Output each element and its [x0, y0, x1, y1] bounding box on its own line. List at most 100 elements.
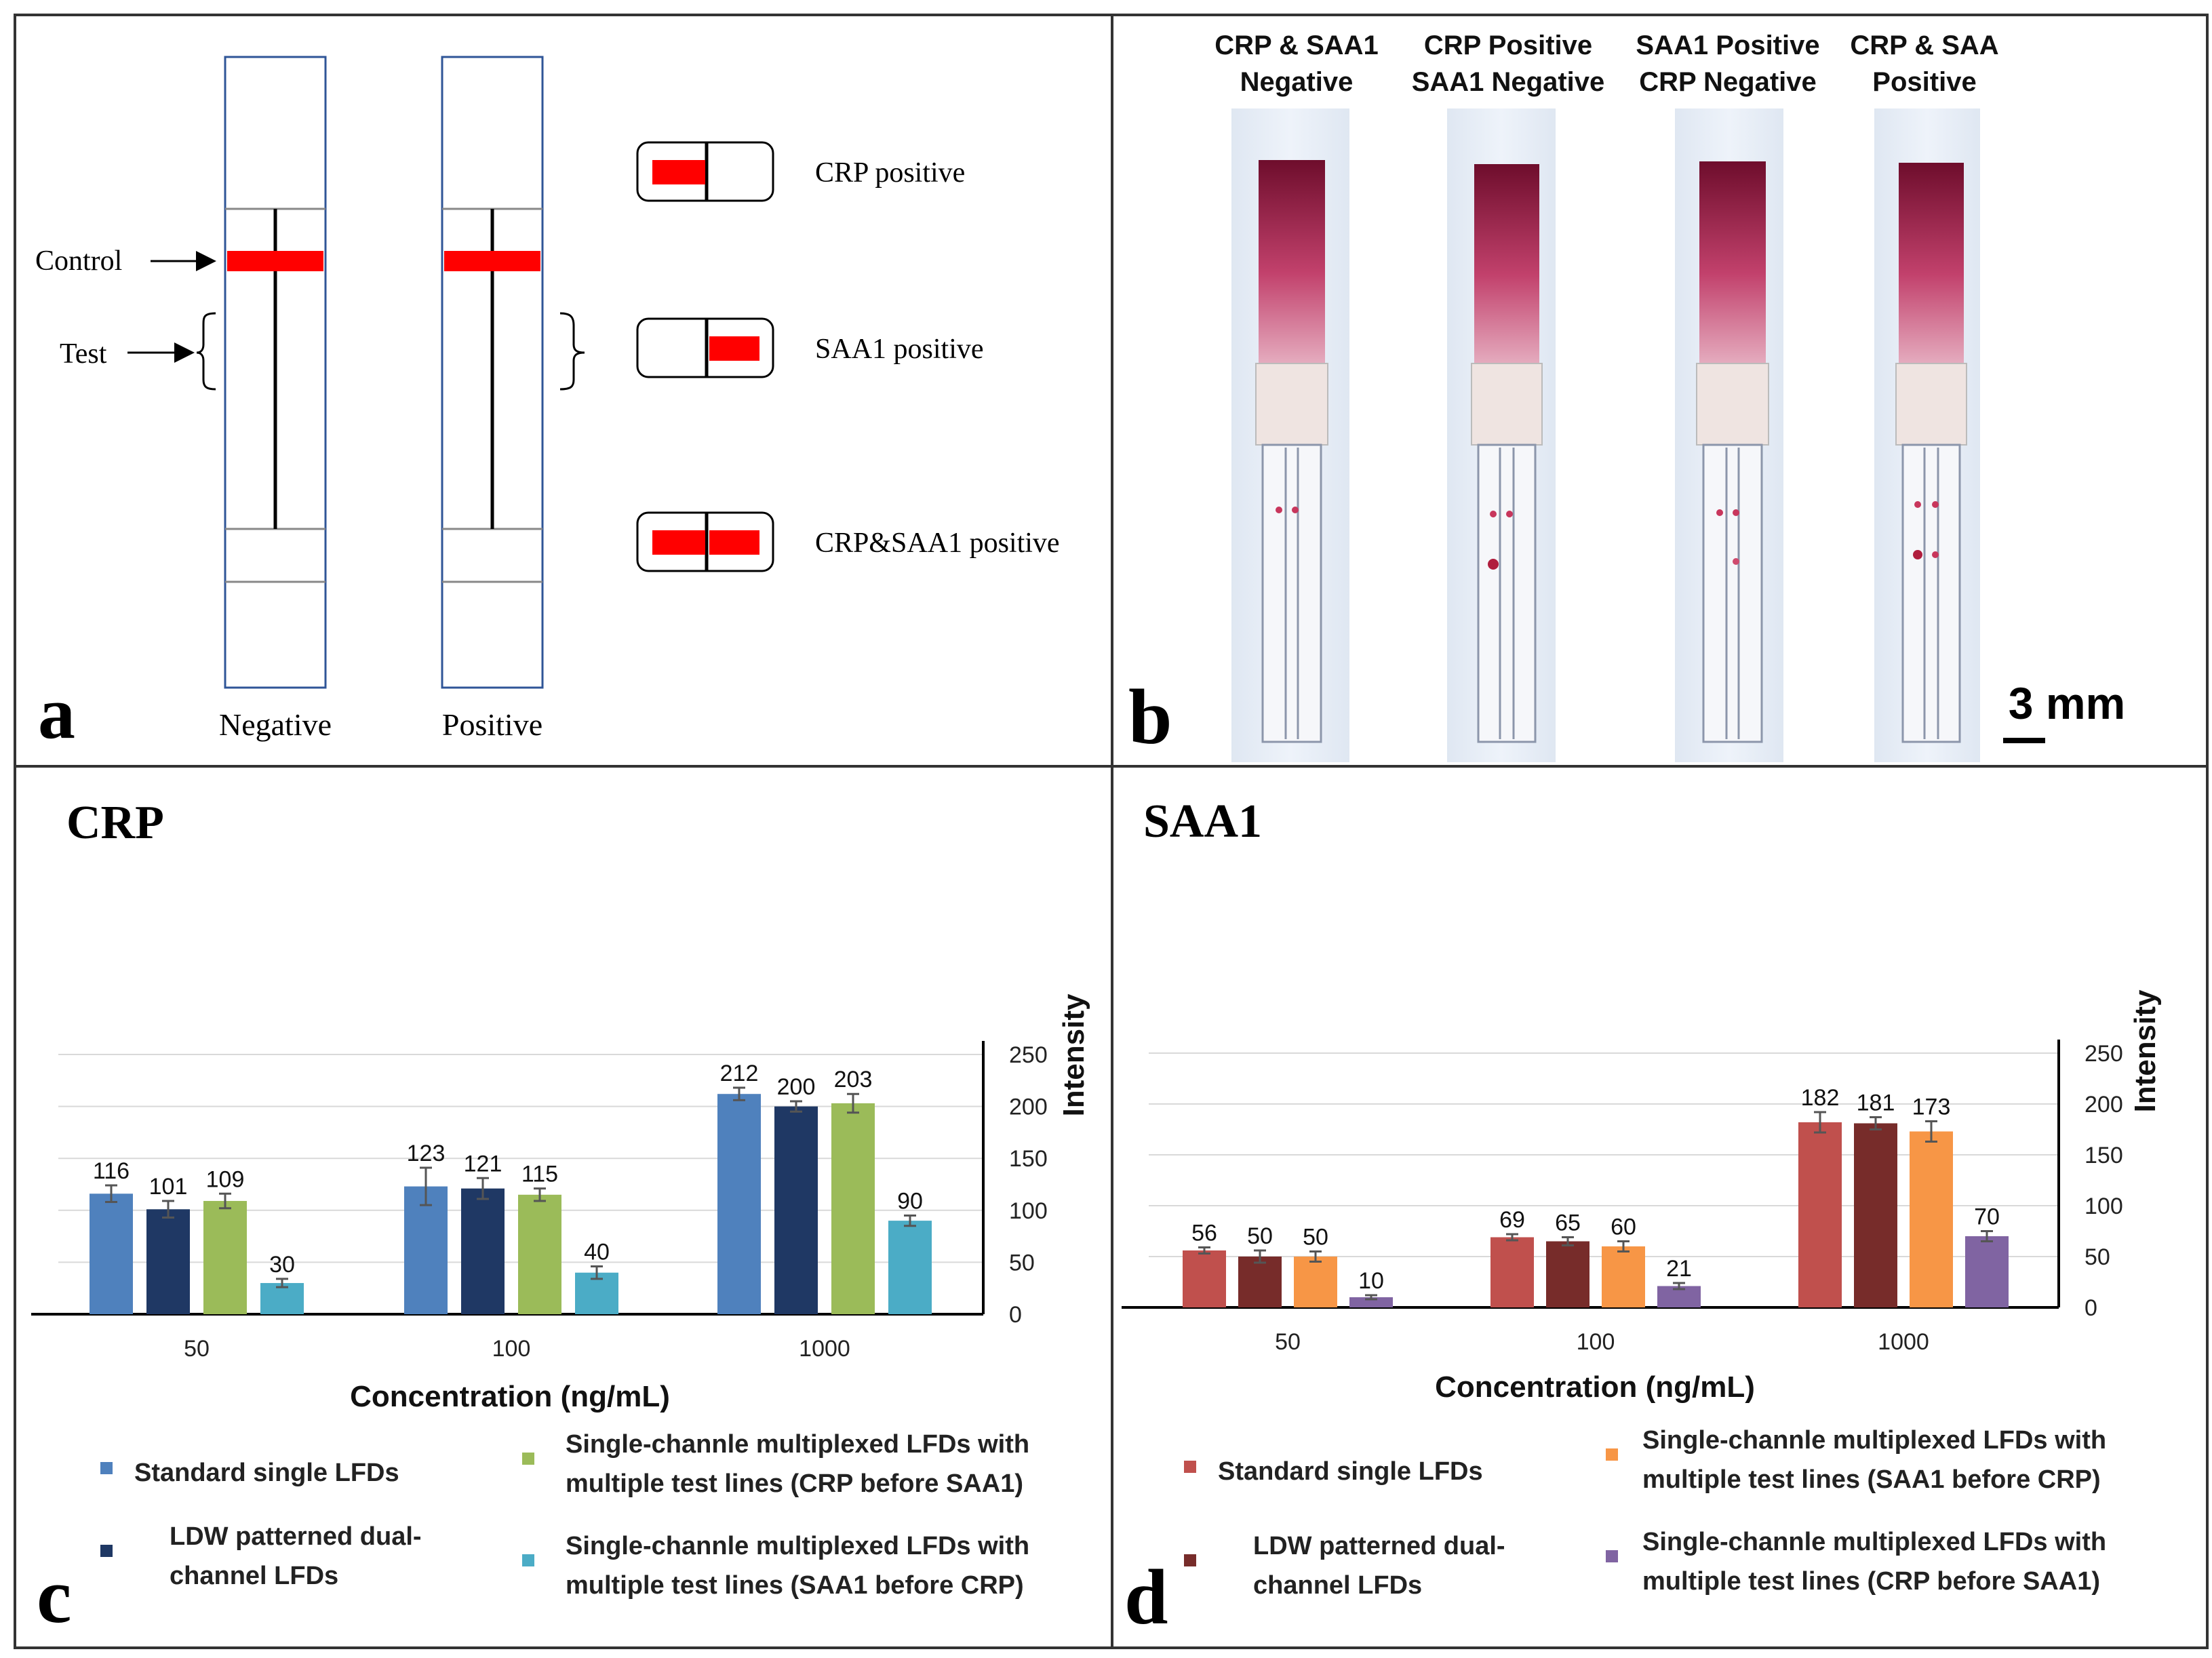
- y-tick-label: 50: [2085, 1244, 2110, 1270]
- data-label: 200: [777, 1074, 816, 1100]
- legend-label: channel LFDs: [170, 1562, 338, 1590]
- bar: [717, 1094, 761, 1314]
- legend-label: Standard single LFDs: [1218, 1457, 1483, 1486]
- panel-a: Control Test CRP positive SAA1 positive …: [35, 56, 1060, 754]
- strip-label-3: SAA1 Positive CRP Negative: [1636, 31, 1819, 97]
- legend-label: channel LFDs: [1253, 1571, 1422, 1600]
- bar: [146, 1209, 190, 1314]
- data-label: 21: [1666, 1256, 1692, 1282]
- chart-title: CRP: [66, 797, 164, 849]
- test-label: Test: [60, 338, 107, 370]
- data-label: 60: [1611, 1215, 1636, 1240]
- panel-a-letter: a: [38, 671, 75, 754]
- legend-label: Single-channle multiplexed LFDs with: [566, 1532, 1029, 1560]
- scale-bar-label: 3 mm: [2009, 678, 2125, 728]
- x-axis-label: Concentration (ng/mL): [1435, 1370, 1755, 1404]
- test-bracket-left: [196, 312, 216, 391]
- bar: [1546, 1241, 1589, 1307]
- chart-title: SAA1: [1143, 795, 1262, 848]
- data-label: 90: [897, 1188, 923, 1214]
- y-tick-label: 0: [1009, 1302, 1022, 1328]
- svg-text:Positive: Positive: [1872, 67, 1976, 97]
- legend-swatch: [1184, 1554, 1196, 1566]
- legend-label: multiple test lines (CRP before SAA1): [566, 1469, 1023, 1498]
- svg-text:SAA1 Positive: SAA1 Positive: [1636, 31, 1819, 60]
- legend-saa1-positive-label: SAA1 positive: [815, 334, 984, 365]
- svg-text:SAA1 Negative: SAA1 Negative: [1412, 67, 1605, 97]
- panel-b-letter: b: [1128, 674, 1172, 761]
- bar: [203, 1201, 247, 1314]
- x-tick-label: 100: [492, 1336, 531, 1362]
- test-bracket-right: [559, 312, 585, 391]
- data-label: 116: [93, 1158, 130, 1184]
- data-label: 101: [149, 1174, 188, 1200]
- bar: [1965, 1236, 2009, 1307]
- data-label: 65: [1555, 1210, 1581, 1236]
- panel-d-frame: [1111, 765, 2209, 1649]
- legend-label: Single-channle multiplexed LFDs with: [566, 1430, 1029, 1459]
- negative-strip-diagram: [224, 56, 327, 689]
- legend-crp-positive: [636, 141, 774, 202]
- saa1-bar-chart: 0 50 100 150 200 250 56 50 50 10 50 69 65 60 21 100 182 1…: [1122, 795, 2162, 1641]
- bar: [1294, 1257, 1337, 1307]
- legend-crp-saa1-positive: [636, 511, 774, 572]
- data-label: 173: [1912, 1094, 1951, 1120]
- bar: [461, 1188, 505, 1314]
- bar: [1490, 1237, 1534, 1307]
- bar: [1238, 1257, 1282, 1307]
- negative-label: Negative: [219, 707, 332, 742]
- data-label: 30: [269, 1252, 295, 1278]
- data-label: 56: [1191, 1221, 1217, 1246]
- panel-letter: c: [37, 1553, 72, 1640]
- positive-label: Positive: [442, 707, 542, 742]
- y-tick-label: 200: [2085, 1092, 2123, 1118]
- data-label: 212: [720, 1061, 759, 1086]
- control-line-negative: [227, 251, 323, 271]
- bar: [1798, 1122, 1842, 1307]
- legend-label: Single-channle multiplexed LFDs with: [1642, 1528, 2106, 1556]
- y-tick-label: 150: [1009, 1146, 1048, 1172]
- svg-text:Negative: Negative: [1240, 67, 1354, 97]
- legend-swatch: [522, 1554, 534, 1566]
- legend-saa1-positive: [636, 317, 774, 378]
- x-axis-label: Concentration (ng/mL): [350, 1380, 670, 1413]
- x-tick-label: 1000: [1878, 1329, 1929, 1355]
- bar: [1349, 1297, 1393, 1307]
- data-label: 121: [464, 1151, 502, 1177]
- panel-c-frame: [14, 765, 1113, 1649]
- bar: [518, 1194, 561, 1314]
- positive-strip-diagram: [441, 56, 544, 689]
- y-tick-label: 200: [1009, 1094, 1048, 1120]
- y-tick-label: 100: [2085, 1193, 2123, 1219]
- svg-text:CRP & SAA1: CRP & SAA1: [1214, 31, 1379, 60]
- x-tick-label: 50: [184, 1336, 210, 1362]
- panel-b: CRP & SAA1 Negative CRP Positive SAA1 Ne…: [1128, 31, 2125, 762]
- legend-swatch: [1606, 1448, 1618, 1461]
- data-label: 40: [584, 1240, 610, 1265]
- data-label: 70: [1974, 1204, 2000, 1230]
- data-label: 115: [521, 1162, 558, 1187]
- strip-photo-2: [1447, 108, 1556, 762]
- bar: [888, 1221, 932, 1314]
- legend-swatch: [522, 1453, 534, 1465]
- bar: [1602, 1246, 1645, 1307]
- legend-crp-saa1-positive-label: CRP&SAA1 positive: [815, 528, 1060, 559]
- strip-label-1: CRP & SAA1 Negative: [1214, 31, 1379, 97]
- data-label: 181: [1857, 1090, 1895, 1116]
- legend-swatch: [1184, 1461, 1196, 1473]
- bar: [774, 1106, 818, 1314]
- legend-label: multiple test lines (SAA1 before CRP): [1642, 1465, 2101, 1494]
- bar: [260, 1283, 304, 1314]
- strip-photo-4: [1874, 108, 1980, 762]
- data-label: 109: [206, 1166, 245, 1192]
- scale-bar: [2003, 738, 2045, 743]
- data-label: 50: [1247, 1223, 1273, 1249]
- crp-bar-chart: 0 50 100 150 200 250 116 101 109 30 50 123 121 115 40 1…: [31, 797, 1090, 1640]
- x-tick-label: 1000: [799, 1336, 850, 1362]
- legend-label: LDW patterned dual-: [170, 1522, 422, 1551]
- svg-text:CRP Positive: CRP Positive: [1424, 31, 1592, 60]
- strip-label-2: CRP Positive SAA1 Negative: [1412, 31, 1605, 97]
- data-label: 182: [1801, 1085, 1840, 1111]
- control-label: Control: [35, 245, 122, 277]
